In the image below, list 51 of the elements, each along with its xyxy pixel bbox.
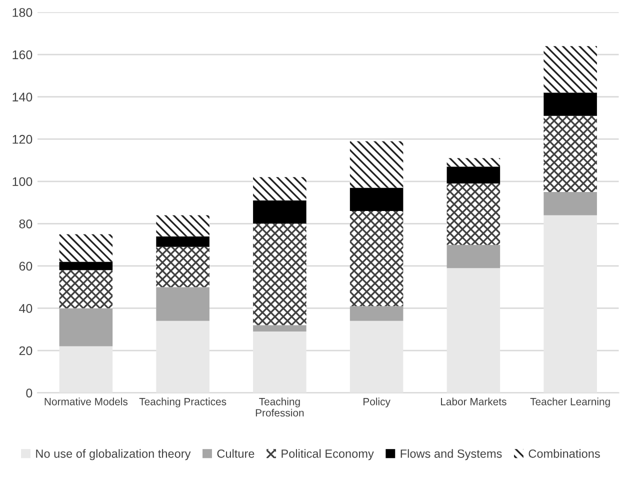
bar <box>156 215 210 236</box>
bar <box>446 268 500 393</box>
bar <box>59 346 113 393</box>
y-tick-label: 180 <box>12 8 32 17</box>
y-tick-label: 20 <box>19 346 32 356</box>
bar <box>544 46 597 93</box>
bar <box>350 306 404 321</box>
bar <box>253 331 306 393</box>
bar <box>446 244 500 268</box>
bar <box>350 141 404 188</box>
bar <box>253 177 306 200</box>
bar <box>350 210 404 306</box>
x-tick-label: Policy <box>364 398 390 408</box>
legend-label: Culture <box>217 449 254 458</box>
bar <box>350 188 404 211</box>
legend-label: Flows and Systems <box>400 449 502 460</box>
bar <box>59 262 113 270</box>
bar <box>446 184 500 245</box>
bar <box>446 166 500 184</box>
bar <box>59 308 113 346</box>
y-tick-label: 80 <box>19 219 32 228</box>
legend-label: Combinations <box>528 449 600 458</box>
bar <box>544 116 597 192</box>
bar <box>544 92 597 116</box>
bar <box>253 325 306 332</box>
bar <box>253 224 306 326</box>
bar <box>156 236 210 247</box>
y-tick-label: 0 <box>26 388 32 398</box>
y-tick-label: 100 <box>12 177 32 186</box>
bar <box>446 158 500 167</box>
bar <box>350 320 404 393</box>
bar <box>156 287 210 321</box>
legend-label: Political Economy <box>282 449 374 460</box>
bar <box>59 234 113 262</box>
y-tick-label: 120 <box>12 134 32 144</box>
x-tick-label: Normative Models <box>44 398 128 406</box>
x-tick-label: Teacher Learning <box>530 398 610 408</box>
bar <box>156 246 210 288</box>
bar <box>156 320 210 393</box>
x-tick-label: Labor Markets <box>441 398 506 406</box>
y-tick-label: 60 <box>19 262 32 271</box>
y-tick-label: 160 <box>12 50 32 60</box>
y-tick-label: 140 <box>12 92 32 102</box>
bar <box>544 215 597 393</box>
bar <box>253 200 306 224</box>
bar <box>59 270 113 308</box>
x-tick-label: Teaching Profession <box>256 398 304 417</box>
legend-label: No use of globalization theory <box>36 449 191 460</box>
y-tick-label: 40 <box>19 304 32 313</box>
x-tick-label: Teaching Practices <box>139 398 226 408</box>
bar <box>544 192 597 216</box>
